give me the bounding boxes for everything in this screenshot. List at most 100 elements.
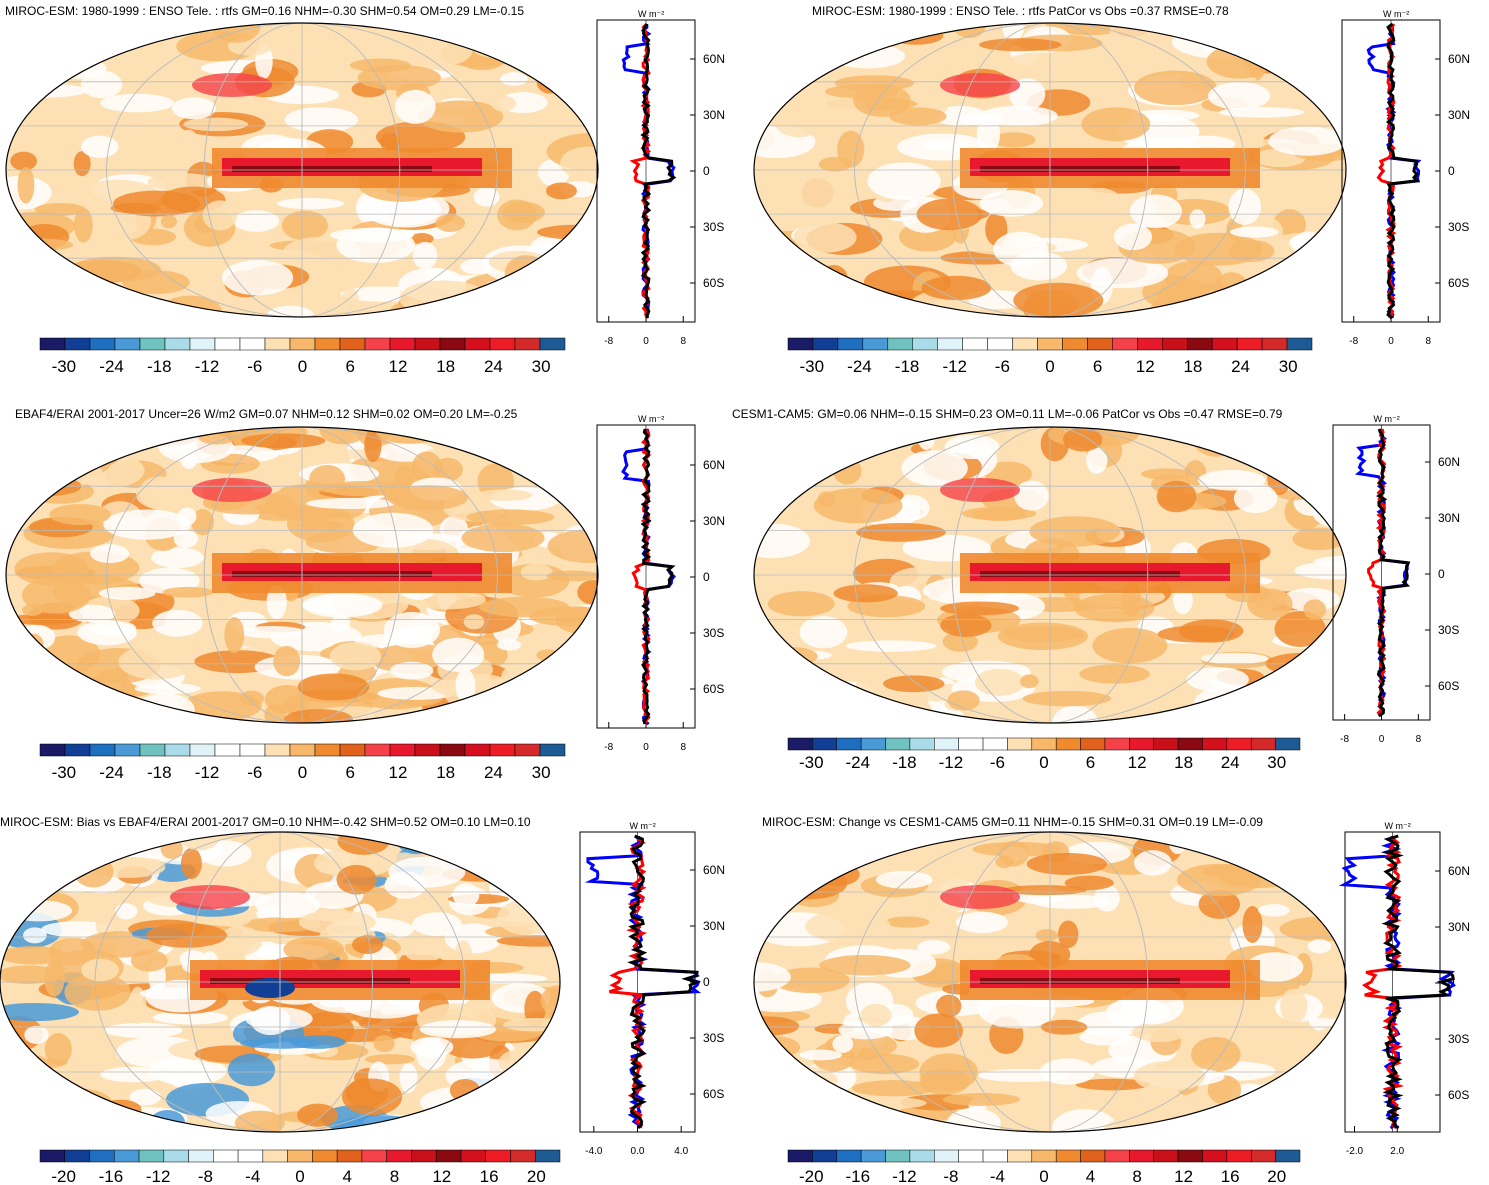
colorbar-swatch (1202, 737, 1228, 751)
colorbar-swatch (485, 1149, 511, 1163)
lat-label: 60S (1448, 276, 1469, 290)
colorbar-label: 12 (1128, 753, 1147, 772)
colorbar-label: 24 (484, 357, 503, 376)
zonal-profile: W m⁻² -8 0 8 60N 30N 0 30S 60S (596, 9, 725, 347)
colorbar-swatch (1236, 337, 1263, 351)
colorbar-label: 24 (484, 763, 503, 782)
colorbar-swatch (934, 1149, 959, 1163)
panel-title: MIROC-ESM: 1980-1999 : ENSO Tele. : rtfs… (5, 4, 524, 18)
colorbar-label: -30 (52, 763, 77, 782)
colorbar: -30 -24 -18 -12 -6 0 6 12 18 24 30 (787, 337, 1313, 376)
map-field (754, 23, 1346, 317)
lat-label: 60S (1448, 1088, 1469, 1102)
map-field (6, 427, 598, 723)
colorbar-label: 6 (1086, 753, 1095, 772)
colorbar-label: -18 (147, 763, 172, 782)
colorbar-swatch (787, 337, 814, 351)
colorbar-label: 4 (1086, 1167, 1095, 1185)
colorbar-swatch (1153, 1149, 1179, 1163)
colorbar-swatch (1129, 737, 1154, 751)
profile-tick-label: 2.0 (1390, 1146, 1404, 1157)
lat-label: 0 (703, 975, 710, 989)
map-outline (753, 426, 1347, 724)
colorbar-swatch (1226, 1149, 1252, 1163)
colorbar-swatch (361, 1149, 387, 1163)
colorbar-swatch (887, 337, 914, 351)
colorbar-swatch (214, 743, 241, 757)
lat-label: 30S (703, 1031, 724, 1045)
colorbar-swatch (287, 1149, 313, 1163)
colorbar-label: 0 (298, 763, 307, 782)
colorbar-swatch (1062, 337, 1088, 351)
lat-label: 30S (703, 626, 724, 640)
profile-tick-label: 0 (643, 742, 649, 753)
colorbar-swatch (1031, 1149, 1057, 1163)
colorbar-swatch (885, 737, 911, 751)
colorbar-label: 0 (298, 357, 307, 376)
lat-label: 60N (703, 52, 725, 66)
zonal-profile: W m⁻² -8 0 8 60N 30N 0 30S 60S (1332, 414, 1460, 745)
colorbar-swatch (539, 337, 566, 351)
colorbar-swatch (389, 743, 416, 757)
lat-label: 60N (1448, 864, 1470, 878)
lat-label: 30N (703, 514, 725, 528)
map-field (6, 23, 598, 317)
colorbar-label: -24 (847, 357, 872, 376)
colorbar-swatch (163, 1149, 189, 1163)
colorbar-swatch (312, 1149, 338, 1163)
colorbar-label: 30 (1279, 357, 1298, 376)
colorbar-swatch (1275, 737, 1301, 751)
colorbar-swatch (1104, 1149, 1130, 1163)
colorbar-swatch (339, 743, 366, 757)
colorbar-swatch (1177, 737, 1203, 751)
colorbar-swatch (1104, 737, 1130, 751)
map-outline (753, 831, 1347, 1133)
colorbar-swatch (464, 337, 491, 351)
colorbar-swatch (860, 737, 886, 751)
profile-line-black (627, 834, 701, 1130)
colorbar-label: 6 (1093, 357, 1102, 376)
lat-label: 30S (1438, 623, 1459, 637)
map-field (0, 832, 560, 1132)
colorbar-swatch (189, 743, 216, 757)
profile-tick-label: -8 (1349, 336, 1358, 347)
profile-unit: W m⁻² (638, 414, 664, 424)
colorbar-label: -8 (198, 1167, 213, 1185)
panel-title: EBAF4/ERAI 2001-2017 Uncer=26 W/m2 GM=0.… (15, 407, 518, 421)
profile-tick-label: -8 (604, 336, 613, 347)
colorbar-swatch (1055, 737, 1081, 751)
profile-tick-label: -4.0 (585, 1146, 603, 1157)
colorbar-label: -8 (943, 1167, 958, 1185)
panel-6: MIROC-ESM: Change vs CESM1-CAM5 GM=0.11 … (753, 815, 1470, 1185)
colorbar-swatch (1226, 737, 1252, 751)
colorbar-swatch (1162, 337, 1188, 351)
colorbar: -20 -16 -12 -8 -4 0 4 8 12 16 20 (787, 1149, 1301, 1185)
colorbar-label: 12 (1136, 357, 1155, 376)
colorbar-label: -20 (51, 1167, 76, 1185)
colorbar-swatch (837, 337, 864, 351)
profile-line-black (640, 428, 676, 725)
colorbar-swatch (912, 337, 938, 351)
colorbar-label: -4 (245, 1167, 260, 1185)
colorbar-label: -12 (892, 1167, 917, 1185)
colorbar-label: 30 (532, 763, 551, 782)
colorbar-swatch (812, 1149, 838, 1163)
lat-label: 0 (1438, 567, 1445, 581)
colorbar-swatch (909, 737, 935, 751)
colorbar-label: -4 (990, 1167, 1005, 1185)
panel-title: CESM1-CAM5: GM=0.06 NHM=-0.15 SHM=0.23 O… (732, 407, 1283, 421)
colorbar-swatch (1286, 337, 1313, 351)
profile-line-black (640, 23, 677, 319)
profile-tick-label: -8 (1340, 734, 1349, 745)
map-outline (753, 22, 1347, 318)
colorbar-swatch (114, 1149, 140, 1163)
panel-title: MIROC-ESM: Bias vs EBAF4/ERAI 2001-2017 … (0, 815, 531, 829)
colorbar-label: 6 (345, 357, 354, 376)
colorbar-swatch (836, 1149, 862, 1163)
colorbar-swatch (1080, 737, 1106, 751)
colorbar-swatch (987, 337, 1013, 351)
colorbar-swatch (64, 337, 91, 351)
colorbar-swatch (64, 743, 91, 757)
colorbar-swatch (514, 743, 541, 757)
